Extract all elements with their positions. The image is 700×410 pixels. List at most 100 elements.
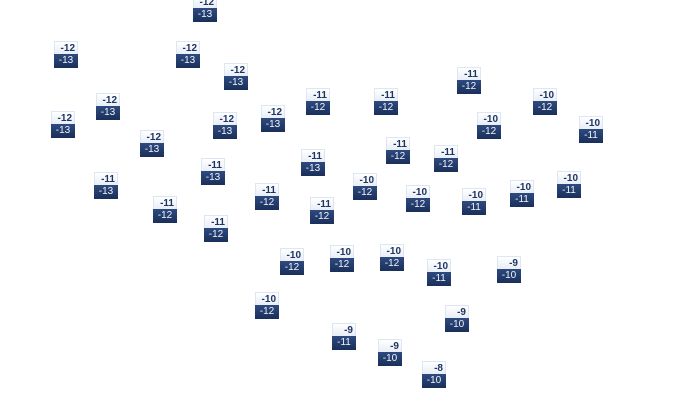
high-temperature: -12 [224,63,248,76]
temperature-label[interactable]: -11 -13 [201,158,225,185]
low-temperature: -12 [204,228,228,242]
temperature-label[interactable]: -10 -12 [477,112,501,139]
low-temperature: -13 [224,76,248,90]
high-temperature: -10 [510,180,534,193]
low-temperature: -12 [380,257,404,271]
low-temperature: -12 [255,305,279,319]
high-temperature: -12 [176,41,200,54]
temperature-label[interactable]: -10 -11 [462,188,486,215]
temperature-label[interactable]: -8 -10 [422,361,446,388]
high-temperature: -11 [94,172,118,185]
low-temperature: -11 [427,272,451,286]
temperature-label[interactable]: -11 -12 [204,215,228,242]
temperature-label[interactable]: -11 -12 [310,197,334,224]
temperature-label[interactable]: -12 -13 [140,130,164,157]
low-temperature: -13 [301,162,325,176]
low-temperature: -12 [457,80,481,94]
temperature-label[interactable]: -12 -13 [96,93,120,120]
low-temperature: -13 [261,118,285,132]
high-temperature: -9 [445,305,469,318]
temperature-label[interactable]: -11 -12 [434,145,458,172]
temperature-label[interactable]: -11 -12 [153,196,177,223]
high-temperature: -11 [306,88,330,101]
low-temperature: -13 [96,106,120,120]
temperature-label[interactable]: -11 -13 [301,149,325,176]
low-temperature: -13 [94,185,118,199]
high-temperature: -11 [434,145,458,158]
high-temperature: -11 [301,149,325,162]
high-temperature: -10 [557,171,581,184]
low-temperature: -12 [306,101,330,115]
high-temperature: -12 [54,41,78,54]
low-temperature: -12 [153,209,177,223]
low-temperature: -13 [201,171,225,185]
temperature-label[interactable]: -12 -13 [193,0,217,22]
high-temperature: -11 [255,183,279,196]
temperature-label[interactable]: -11 -12 [386,137,410,164]
high-temperature: -11 [457,67,481,80]
low-temperature: -13 [51,124,75,138]
temperature-label[interactable]: -10 -12 [255,292,279,319]
high-temperature: -11 [153,196,177,209]
high-temperature: -10 [462,188,486,201]
temperature-label[interactable]: -11 -12 [457,67,481,94]
high-temperature: -10 [477,112,501,125]
low-temperature: -11 [557,184,581,198]
temperature-label[interactable]: -9 -10 [497,256,521,283]
low-temperature: -12 [255,196,279,210]
temperature-label[interactable]: -12 -13 [51,111,75,138]
high-temperature: -10 [353,173,377,186]
temperature-label[interactable]: -10 -12 [380,244,404,271]
temperature-label[interactable]: -12 -13 [176,41,200,68]
high-temperature: -9 [497,256,521,269]
temperature-label[interactable]: -10 -12 [330,245,354,272]
low-temperature: -13 [193,8,217,22]
high-temperature: -9 [378,339,402,352]
low-temperature: -11 [510,193,534,207]
high-temperature: -10 [255,292,279,305]
high-temperature: -12 [96,93,120,106]
low-temperature: -12 [374,101,398,115]
temperature-label[interactable]: -9 -10 [378,339,402,366]
temperature-label[interactable]: -10 -11 [510,180,534,207]
high-temperature: -8 [422,361,446,374]
high-temperature: -10 [280,248,304,261]
temperature-label[interactable]: -10 -12 [280,248,304,275]
high-temperature: -12 [140,130,164,143]
high-temperature: -12 [193,0,217,8]
temperature-label[interactable]: -10 -12 [353,173,377,200]
temperature-label[interactable]: -11 -13 [94,172,118,199]
temperature-label[interactable]: -9 -10 [445,305,469,332]
high-temperature: -11 [204,215,228,228]
temperature-label[interactable]: -10 -11 [557,171,581,198]
low-temperature: -12 [477,125,501,139]
low-temperature: -12 [280,261,304,275]
temperature-label[interactable]: -10 -11 [579,116,603,143]
low-temperature: -10 [445,318,469,332]
temperature-label[interactable]: -12 -13 [213,112,237,139]
high-temperature: -10 [427,259,451,272]
low-temperature: -13 [140,143,164,157]
temperature-label[interactable]: -11 -12 [374,88,398,115]
high-temperature: -11 [310,197,334,210]
low-temperature: -13 [213,125,237,139]
low-temperature: -10 [422,374,446,388]
high-temperature: -12 [261,105,285,118]
temperature-label[interactable]: -10 -12 [406,185,430,212]
high-temperature: -10 [533,88,557,101]
low-temperature: -11 [332,336,356,350]
temperature-label[interactable]: -10 -11 [427,259,451,286]
temperature-label[interactable]: -12 -13 [224,63,248,90]
temperature-label[interactable]: -11 -12 [255,183,279,210]
low-temperature: -13 [176,54,200,68]
temperature-label[interactable]: -11 -12 [306,88,330,115]
high-temperature: -12 [213,112,237,125]
high-temperature: -11 [201,158,225,171]
temperature-label[interactable]: -12 -13 [261,105,285,132]
temperature-label[interactable]: -9 -11 [332,323,356,350]
high-temperature: -10 [579,116,603,129]
low-temperature: -12 [434,158,458,172]
temperature-label[interactable]: -10 -12 [533,88,557,115]
temperature-label[interactable]: -12 -13 [54,41,78,68]
